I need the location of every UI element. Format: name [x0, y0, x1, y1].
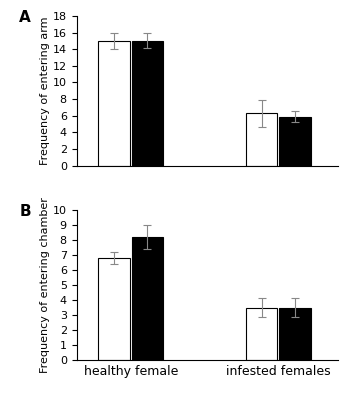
Bar	[98, 258, 130, 360]
Bar	[246, 308, 277, 360]
Bar	[246, 113, 277, 166]
Bar	[132, 41, 163, 166]
Bar	[279, 308, 311, 360]
Text: A: A	[19, 10, 31, 25]
Bar	[132, 237, 163, 360]
Bar	[98, 41, 130, 166]
Y-axis label: Frequency of entering chamber: Frequency of entering chamber	[40, 197, 50, 373]
Y-axis label: Frequency of entering arm: Frequency of entering arm	[40, 16, 50, 165]
Bar	[279, 116, 311, 166]
Text: B: B	[19, 204, 31, 220]
